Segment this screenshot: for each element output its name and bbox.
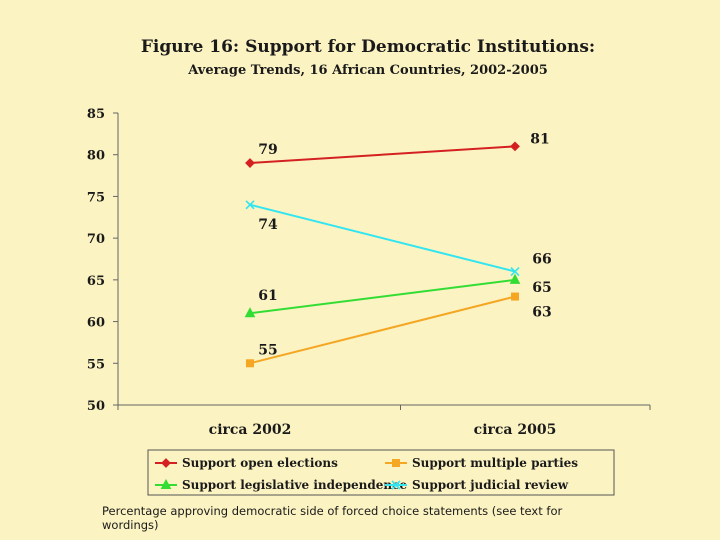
data-label-3-1: 66 xyxy=(532,252,551,268)
y-tick-label: 50 xyxy=(87,399,105,414)
legend-box xyxy=(147,449,615,496)
x-tick-label: circa 2005 xyxy=(474,422,557,438)
data-label-2-1: 65 xyxy=(532,280,551,296)
data-point-2-1 xyxy=(509,273,521,284)
legend-item-1: Support multiple parties xyxy=(385,456,578,470)
x-axis-ticks: circa 2002 circa 2005 xyxy=(117,405,651,438)
legend-marker-0 xyxy=(161,458,171,468)
series-line-3 xyxy=(249,203,516,273)
series-line-2 xyxy=(249,278,516,315)
y-tick-label: 65 xyxy=(87,274,105,289)
data-label-0-0: 79 xyxy=(258,142,277,158)
legend-marker-1 xyxy=(392,459,400,467)
y-tick-label: 55 xyxy=(87,357,105,372)
legend-item-2: Support legislative independence xyxy=(155,478,407,492)
y-tick-label: 75 xyxy=(87,190,105,205)
data-label-2-0: 61 xyxy=(258,288,277,304)
y-tick-label: 70 xyxy=(87,232,105,247)
legend-item-0: Support open elections xyxy=(155,456,338,470)
data-point-1-1 xyxy=(511,292,519,301)
chart-subtitle: Average Trends, 16 African Countries, 20… xyxy=(187,63,548,78)
data-point-0-1 xyxy=(510,141,520,152)
data-point-3-1 xyxy=(510,266,520,277)
legend-marker-3 xyxy=(391,480,401,490)
chart-title: Figure 16: Support for Democratic Instit… xyxy=(141,37,595,57)
data-label-0-1: 81 xyxy=(530,131,549,147)
data-label-1-1: 63 xyxy=(532,305,551,321)
series-lines xyxy=(249,145,516,365)
data-point-2-0 xyxy=(244,307,256,318)
footnote: Percentage approving democratic side of … xyxy=(102,504,563,532)
y-tick-label: 85 xyxy=(87,107,105,122)
legend-marker-2 xyxy=(160,478,172,489)
legend-item-3: Support judicial review xyxy=(385,478,569,492)
data-label-3-0: 74 xyxy=(258,217,278,233)
data-labels: 79 81 55 63 61 65 74 66 xyxy=(258,131,551,358)
data-point-3-0 xyxy=(245,200,255,210)
legend-label-0: Support open elections xyxy=(182,456,338,470)
series-markers xyxy=(244,141,521,368)
legend-label-2: Support legislative independence xyxy=(182,478,407,492)
y-tick-label: 80 xyxy=(87,149,105,164)
legend: Support open elections Support multiple p… xyxy=(147,449,615,496)
x-tick-label: circa 2002 xyxy=(209,422,292,438)
series-line-1 xyxy=(249,295,516,365)
legend-label-3: Support judicial review xyxy=(412,478,569,492)
y-axis-ticks: 50 55 60 65 70 75 80 85 xyxy=(87,107,118,414)
data-label-1-0: 55 xyxy=(258,342,277,358)
y-tick-label: 60 xyxy=(87,316,105,331)
data-point-0-0 xyxy=(245,158,255,168)
legend-label-1: Support multiple parties xyxy=(412,456,578,470)
data-point-1-0 xyxy=(246,359,254,368)
series-line-0 xyxy=(249,145,516,165)
